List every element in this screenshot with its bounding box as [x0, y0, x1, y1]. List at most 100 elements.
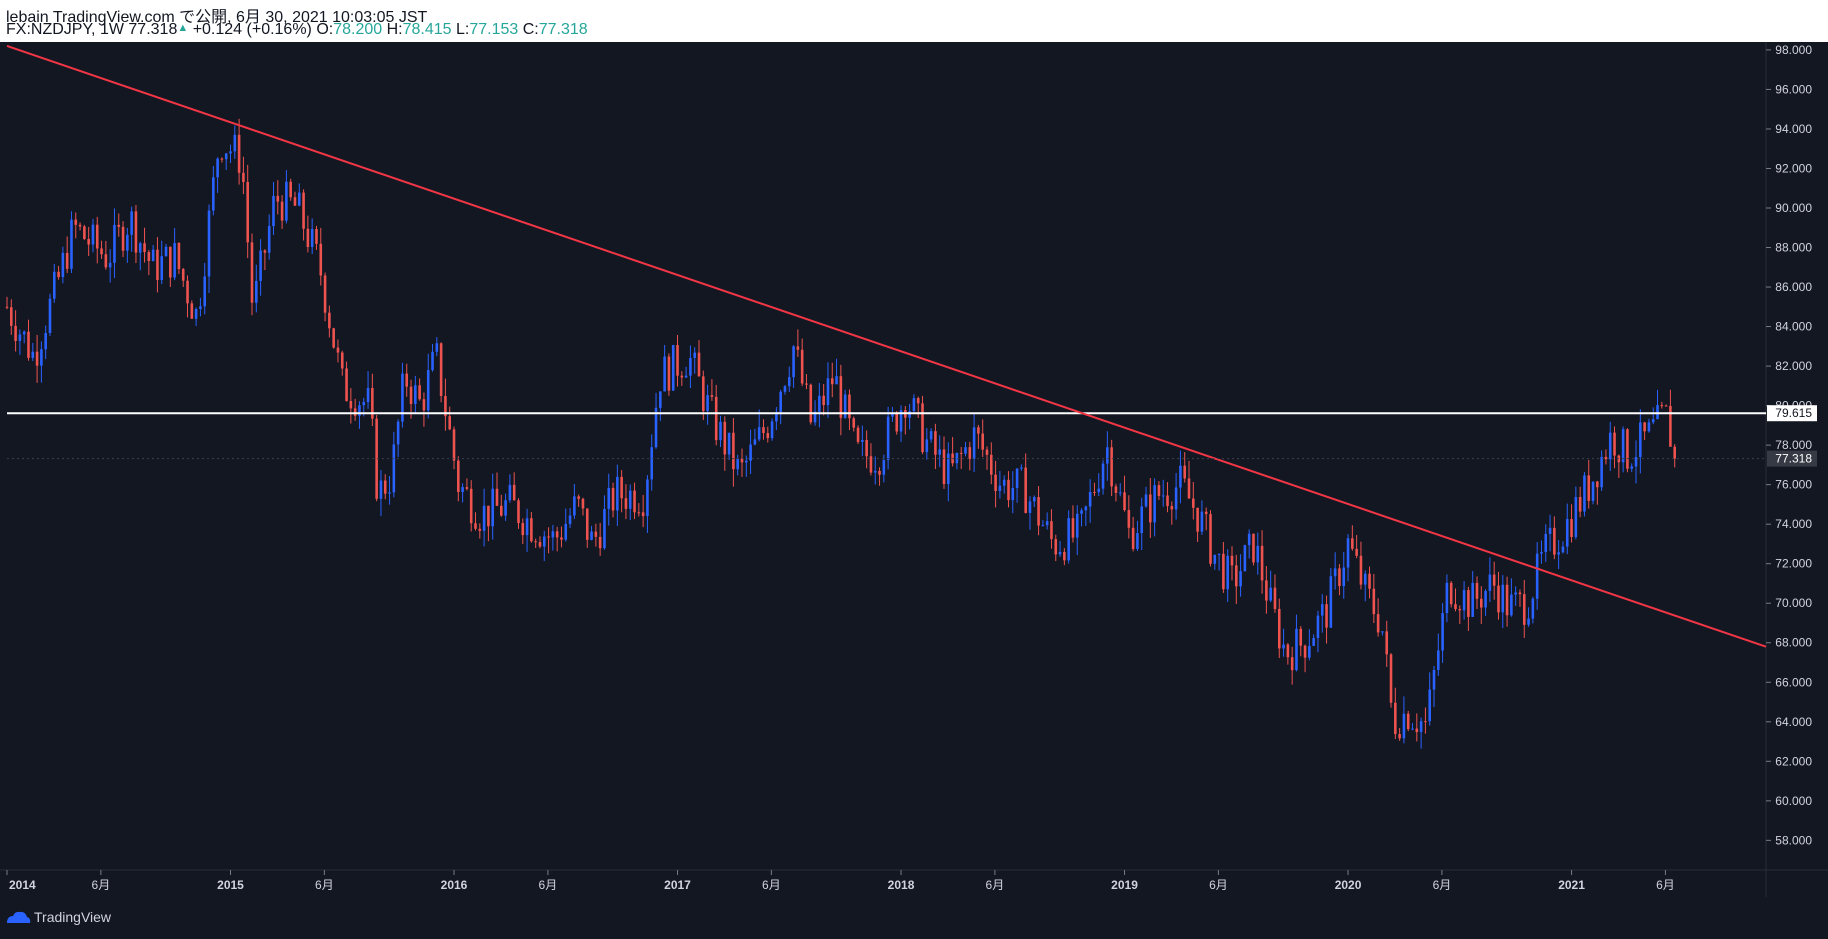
candle-body — [1020, 467, 1023, 469]
candle-body — [306, 228, 310, 247]
candle-body — [95, 224, 99, 249]
candle-body — [568, 515, 572, 524]
candle-body — [1282, 644, 1285, 649]
candle-body — [1411, 728, 1414, 730]
candle-body — [1437, 650, 1440, 670]
x-tick-label: 6月 — [762, 878, 781, 892]
candle-body — [87, 239, 90, 245]
candle-body — [469, 488, 473, 524]
candle-body — [57, 271, 60, 278]
candle-body — [517, 500, 520, 524]
candle-body — [448, 416, 452, 430]
candle-body — [873, 470, 877, 473]
candle-body — [1471, 582, 1474, 617]
candle-body — [1209, 514, 1212, 564]
candle-body — [1325, 604, 1328, 628]
candle-body — [396, 421, 400, 445]
candle-body — [1372, 588, 1376, 615]
candle-body — [22, 331, 26, 335]
candle-body — [1608, 432, 1612, 460]
candle-body — [1058, 551, 1062, 555]
candle-body — [732, 432, 735, 470]
candle-body — [371, 388, 374, 419]
candle-body — [1578, 497, 1582, 512]
candle-body — [1213, 554, 1217, 564]
candle-body — [740, 458, 744, 463]
candle-body — [1475, 582, 1479, 599]
candle-body — [353, 408, 357, 416]
candle-body — [1002, 479, 1006, 486]
candle-body — [1217, 553, 1221, 555]
high-value: 78.415 — [402, 21, 452, 38]
candle-body — [319, 243, 323, 276]
candle-body — [1054, 539, 1058, 555]
candle-body — [293, 197, 297, 206]
candle-body — [1553, 527, 1556, 555]
candle-body — [143, 243, 146, 253]
symbol-label[interactable]: FX:NZDJPY, 1W — [6, 21, 124, 38]
candle-body — [968, 447, 972, 459]
candle-body — [426, 370, 430, 411]
candle-body — [280, 201, 284, 221]
candle-body — [547, 536, 550, 538]
candle-body — [323, 275, 327, 313]
candle-body — [787, 377, 791, 387]
candle-body — [594, 531, 598, 537]
y-tick-label: 64.000 — [1775, 715, 1812, 729]
candle-body — [1660, 405, 1664, 407]
candle-body — [895, 413, 899, 432]
candle-body — [65, 252, 69, 269]
candle-body — [1329, 576, 1333, 628]
x-tick-label: 6月 — [315, 878, 334, 892]
candle-body — [1093, 492, 1096, 494]
candle-body — [1406, 713, 1410, 730]
candle-body — [899, 410, 903, 432]
candle-body — [994, 474, 997, 491]
up-triangle-icon: ▲ — [177, 22, 189, 34]
x-tick-label: 6月 — [92, 878, 111, 892]
candle-body — [1106, 447, 1109, 464]
candle-body — [1514, 592, 1517, 595]
current-price-badge — [1767, 450, 1817, 467]
candle-body — [1222, 553, 1225, 590]
candle-body — [272, 195, 275, 227]
candle-body — [749, 444, 752, 461]
candle-body — [1570, 519, 1573, 538]
candle-body — [1303, 645, 1307, 658]
candle-body — [1368, 573, 1371, 589]
candle-body — [809, 384, 813, 423]
candle-body — [964, 447, 967, 454]
candle-body — [1389, 654, 1393, 703]
open-value: 78.200 — [333, 21, 383, 38]
candle-body — [229, 151, 232, 154]
high-label: H: — [386, 21, 403, 38]
low-value: 77.153 — [469, 21, 519, 38]
candle-body — [835, 376, 838, 385]
candle-body — [246, 182, 249, 243]
candle-body — [409, 386, 413, 405]
price-chart[interactable]: 98.000 96.000 94.000 92.000 90.000 88.000 86.0… — [0, 42, 1828, 897]
candle-body — [805, 383, 808, 385]
candle-body — [388, 492, 391, 494]
tradingview-logo-icon — [7, 911, 31, 923]
candle-body — [1088, 492, 1092, 507]
candle-body — [91, 224, 95, 245]
candle-body — [861, 440, 864, 442]
x-tick-label: 6月 — [539, 878, 558, 892]
candle-body — [607, 487, 611, 509]
candle-body — [130, 211, 133, 235]
candle-body — [560, 537, 563, 540]
candle-body — [551, 531, 555, 538]
candle-body — [263, 250, 267, 253]
candle-body — [61, 252, 65, 278]
y-tick-label: 60.000 — [1775, 794, 1812, 808]
candle-body — [44, 333, 47, 350]
x-tick-label: 2018 — [888, 878, 915, 892]
candle-body — [757, 427, 761, 440]
candle-body — [659, 391, 662, 408]
y-tick-label: 94.000 — [1775, 122, 1812, 136]
candle-body — [1308, 645, 1311, 658]
candle-body — [1600, 456, 1603, 488]
candle-body — [1247, 533, 1251, 546]
candle-body — [745, 460, 748, 463]
